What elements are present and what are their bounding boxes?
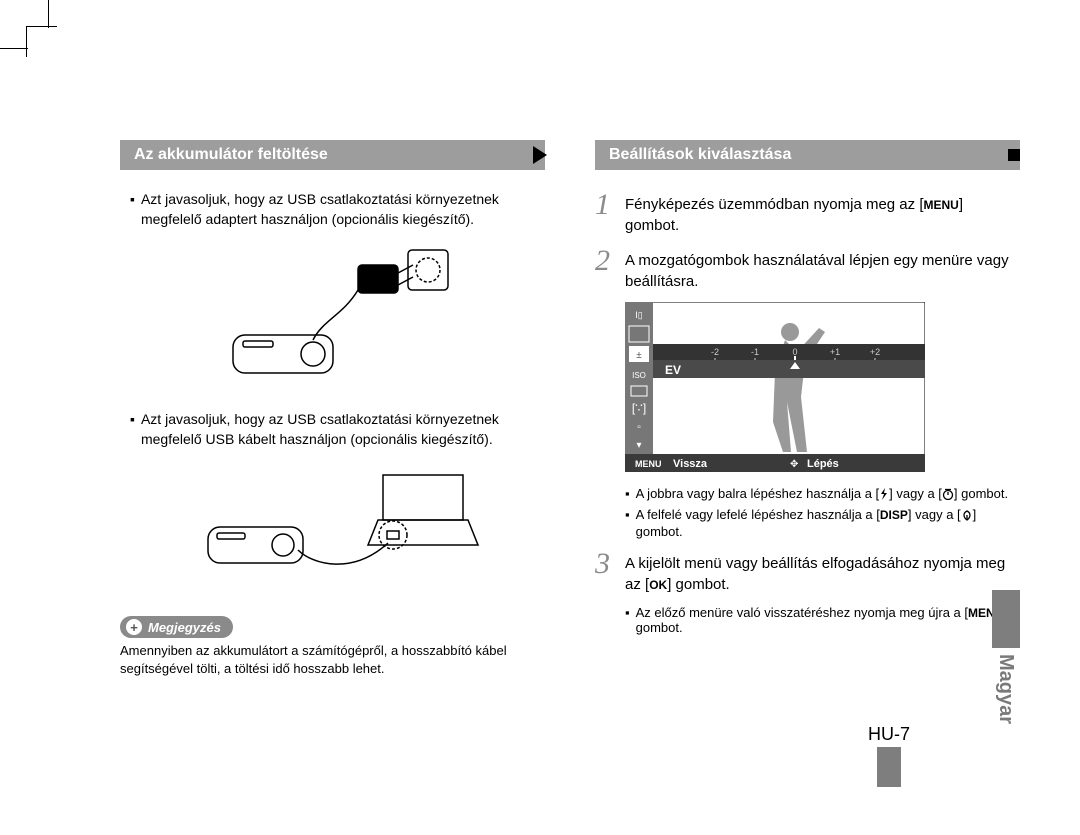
- step-3: 3 A kijelölt menü vagy beállítás elfogad…: [595, 549, 1020, 595]
- sub-steps: ▪ A jobbra vagy balra lépéshez használja…: [625, 486, 1020, 539]
- note-text: Amennyiben az akkumulátort a számítógépr…: [120, 642, 545, 677]
- back-label: Vissza: [673, 458, 708, 470]
- bullet-icon: ▪: [130, 410, 135, 449]
- end-mark-icon: [1008, 149, 1020, 161]
- crop-mark: [0, 48, 28, 49]
- svg-text:EV: EV: [665, 363, 681, 377]
- flash-icon: [879, 488, 889, 503]
- crop-mark: [48, 0, 49, 28]
- macro-icon: [961, 509, 973, 524]
- step-text: Fényképezés üzemmódban nyomja meg az [: [625, 196, 923, 213]
- ok-key-label: OK: [649, 577, 667, 594]
- move-label: Lépés: [807, 458, 839, 470]
- svg-text:I▯: I▯: [635, 310, 643, 320]
- svg-text:+1: +1: [830, 347, 840, 357]
- svg-text:-1: -1: [751, 347, 759, 357]
- paragraph-text: Azt javasoljuk, hogy az USB csatlakoztat…: [141, 410, 545, 449]
- substep-text: ] vagy a [: [908, 507, 961, 522]
- menu-key-label: MENU: [923, 197, 958, 214]
- svg-text:+2: +2: [870, 347, 880, 357]
- plus-icon: +: [126, 619, 142, 635]
- right-column: Beállítások kiválasztása 1 Fényképezés ü…: [595, 140, 1020, 677]
- note-badge: + Megjegyzés: [120, 616, 233, 638]
- paragraph: ▪ Azt javasoljuk, hogy az USB csatlakozt…: [130, 410, 545, 449]
- page: Az akkumulátor feltöltése ▪ Azt javasolj…: [0, 0, 1080, 835]
- substep-text: A felfelé vagy lefelé lépéshez használja…: [636, 507, 880, 522]
- svg-text:MENU: MENU: [635, 459, 662, 469]
- svg-text:▫: ▫: [637, 422, 641, 433]
- paragraph-text: Azt javasoljuk, hogy az USB csatlakoztat…: [141, 190, 545, 229]
- step-2: 2 A mozgatógombok használatával lépjen e…: [595, 246, 1020, 292]
- step-text: A mozgatógombok használatával lépjen egy…: [625, 246, 1020, 292]
- page-number: HU-7: [868, 724, 910, 744]
- sub-steps: ▪ Az előző menüre való visszatéréshez ny…: [625, 605, 1020, 635]
- svg-text:±: ±: [636, 350, 642, 361]
- left-column: Az akkumulátor feltöltése ▪ Azt javasolj…: [120, 140, 545, 677]
- svg-text:[∵]: [∵]: [632, 401, 646, 415]
- substep-text: ] vagy a [: [889, 486, 942, 501]
- camera-screen: I▯ ± ISO [∵] ▫ ▾: [625, 302, 1020, 476]
- svg-text:▾: ▾: [636, 440, 641, 451]
- substep-text: ] gombot.: [954, 486, 1008, 501]
- heading-text: Az akkumulátor feltöltése: [134, 146, 328, 163]
- bullet-icon: ▪: [625, 486, 630, 503]
- section-heading-charging: Az akkumulátor feltöltése: [120, 140, 545, 170]
- svg-text:0: 0: [792, 347, 797, 357]
- illustration-laptop: [120, 465, 545, 590]
- bullet-icon: ▪: [130, 190, 135, 229]
- timer-icon: [942, 488, 954, 503]
- language-label: Magyar: [992, 648, 1019, 730]
- step-number: 2: [595, 246, 625, 292]
- illustration-charger: [120, 245, 545, 390]
- svg-text:✥: ✥: [790, 459, 798, 470]
- page-number-block: HU-7: [868, 724, 910, 787]
- step-text: ] gombot.: [667, 576, 730, 593]
- substep-text: A jobbra vagy balra lépéshez használja a…: [636, 486, 880, 501]
- heading-text: Beállítások kiválasztása: [609, 146, 791, 163]
- svg-text:-2: -2: [711, 347, 719, 357]
- page-number-bar: [877, 747, 901, 787]
- substep-text: Az előző menüre való visszatéréshez nyom…: [636, 605, 968, 620]
- step-number: 1: [595, 190, 625, 236]
- language-tab: Magyar: [992, 590, 1020, 730]
- arrow-right-icon: [533, 146, 547, 164]
- paragraph: ▪ Azt javasoljuk, hogy az USB csatlakozt…: [130, 190, 545, 229]
- section-heading-settings: Beállítások kiválasztása: [595, 140, 1020, 170]
- disp-key-label: DISP: [880, 508, 908, 522]
- bullet-icon: ▪: [625, 605, 630, 635]
- svg-text:ISO: ISO: [632, 371, 646, 380]
- step-1: 1 Fényképezés üzemmódban nyomja meg az […: [595, 190, 1020, 236]
- bullet-icon: ▪: [625, 507, 630, 539]
- note-label: Megjegyzés: [148, 620, 221, 635]
- step-number: 3: [595, 549, 625, 595]
- tab-block: [992, 590, 1020, 648]
- crop-mark: [26, 26, 57, 57]
